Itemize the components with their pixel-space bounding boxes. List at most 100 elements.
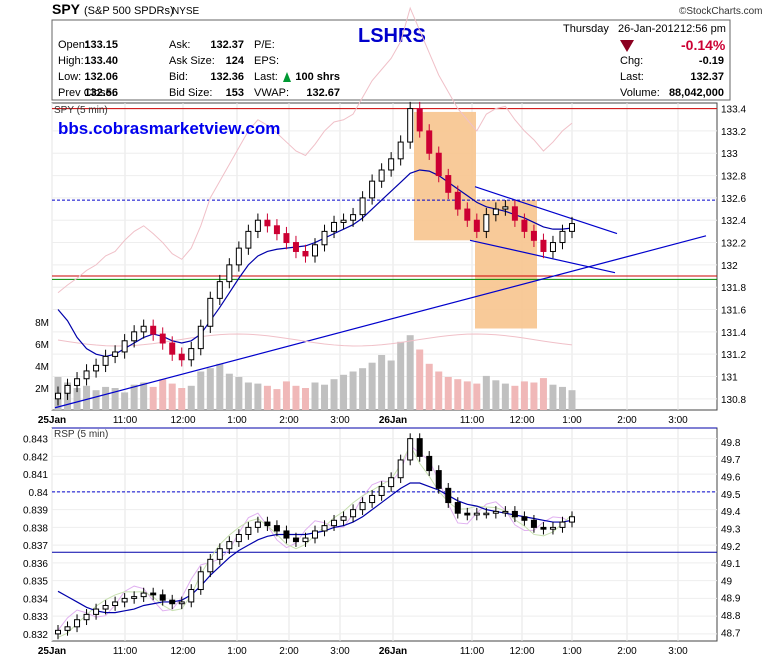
volume-bar: [130, 384, 138, 410]
x-tick-label: 3:00: [330, 415, 350, 426]
candle-body: [254, 219, 261, 232]
candle-body: [188, 348, 195, 361]
volume-bar: [397, 341, 405, 410]
candle-body: [197, 571, 204, 591]
candle-body: [435, 470, 442, 489]
volume-bar: [159, 379, 167, 410]
y-tick-label-left: 0.835: [23, 577, 48, 588]
y-tick-label-right: 49.5: [721, 490, 741, 501]
volume-bar: [539, 378, 547, 410]
candle-body: [207, 558, 214, 573]
volume-bar: [225, 373, 233, 410]
candle-body: [169, 342, 176, 355]
x-tick-label: 12:00: [509, 646, 534, 657]
volume-bar: [244, 382, 252, 410]
volume-bar: [282, 381, 290, 410]
candle-body: [359, 502, 366, 511]
y-tick-label: 131.2: [721, 350, 746, 361]
candle-body: [473, 512, 480, 516]
quote-field-value: 88,042,000: [669, 87, 724, 99]
volume-bar: [216, 363, 224, 410]
volume-tick-label: 6M: [35, 340, 49, 351]
candle-body: [397, 141, 404, 160]
candle-body: [530, 519, 537, 528]
candle-body: [131, 596, 138, 599]
y-tick-label: 131.4: [721, 328, 746, 339]
price-panel: 25Jan 11:00 12:00 1:00 2:00 3:00 26Jan 11:00 12:…: [35, 6, 746, 426]
candle-body: [502, 206, 509, 210]
volume-bar: [102, 386, 110, 410]
volume-bar: [530, 382, 538, 410]
candle-body: [521, 219, 528, 232]
x-tick-label: 2:00: [279, 646, 299, 657]
candle-body: [483, 214, 490, 232]
candle-body: [292, 537, 299, 543]
volume-bar: [511, 385, 519, 410]
y-tick-label: 131.8: [721, 283, 746, 294]
candle-body: [292, 242, 299, 252]
candle-body: [549, 242, 556, 252]
candle-body: [521, 516, 528, 521]
candle-body: [112, 601, 119, 607]
pct-change: -0.14%: [681, 37, 726, 53]
candle-body: [473, 219, 480, 232]
quote-date: 26-Jan-2012: [618, 23, 680, 35]
center-label: LSHRS: [358, 25, 426, 47]
volume-bar: [178, 388, 186, 410]
candle-body: [464, 208, 471, 221]
candle-body: [388, 477, 395, 488]
y-tick-label-left: 0.842: [23, 452, 48, 463]
x-tick-label: 11:00: [113, 646, 138, 657]
candle-body: [540, 526, 547, 530]
x-tick-label: 2:00: [617, 646, 637, 657]
rsp-panel: 25Jan 11:00 12:00 1:00 2:00 3:00 26Jan 11:00 12:…: [23, 427, 741, 657]
candle-body: [416, 108, 423, 132]
x-tick-label: 1:00: [562, 415, 582, 426]
candle-body: [83, 613, 90, 621]
up-arrow-icon: [283, 72, 291, 82]
y-tick-label: 132: [721, 261, 738, 272]
quote-field-label: Prev Close:: [58, 87, 115, 99]
quote-box: [51, 19, 731, 101]
candle-body: [159, 333, 166, 344]
volume-bar: [206, 368, 214, 410]
y-tick-label-left: 0.832: [23, 630, 48, 641]
quote-field-label: Ask Size:: [169, 55, 215, 67]
candle-body: [188, 589, 195, 603]
quote-field-label: Open:: [58, 39, 88, 51]
trend-line: [54, 235, 707, 409]
volume-bar: [197, 371, 205, 410]
x-tick-label: 1:00: [227, 415, 247, 426]
y-tick-label: 131.6: [721, 306, 746, 317]
candle-body: [283, 530, 290, 539]
candle-body: [245, 230, 252, 249]
volume-bar: [368, 362, 376, 410]
candle-body: [74, 378, 81, 386]
candle-body: [283, 233, 290, 244]
candle-body: [397, 459, 404, 479]
candle-body: [159, 594, 166, 601]
quote-field-label: P/E:: [254, 39, 275, 51]
y-tick-label-right: 48.8: [721, 611, 741, 622]
x-tick-label: 12:00: [170, 415, 195, 426]
volume-bar: [454, 379, 462, 410]
y-tick-label-right: 48.7: [721, 628, 741, 639]
down-arrow-icon: [620, 40, 634, 52]
volume-bar: [330, 379, 338, 410]
candle-body: [55, 629, 61, 635]
watermark: ©StockCharts.com: [679, 6, 763, 17]
candle-body: [178, 353, 185, 361]
candle-body: [178, 601, 185, 605]
y-tick-label-left: 0.833: [23, 612, 48, 623]
volume-bar: [83, 385, 91, 410]
candle-body: [426, 130, 433, 154]
y-tick-label: 133: [721, 149, 738, 160]
candle-body: [312, 530, 318, 539]
volume-tick-label: 8M: [35, 318, 49, 329]
upper-band-line: [57, 6, 573, 294]
y-tick-label-right: 48.9: [721, 594, 741, 605]
candle-body: [569, 516, 575, 523]
candle-body: [378, 169, 385, 182]
candle-body: [502, 510, 509, 514]
